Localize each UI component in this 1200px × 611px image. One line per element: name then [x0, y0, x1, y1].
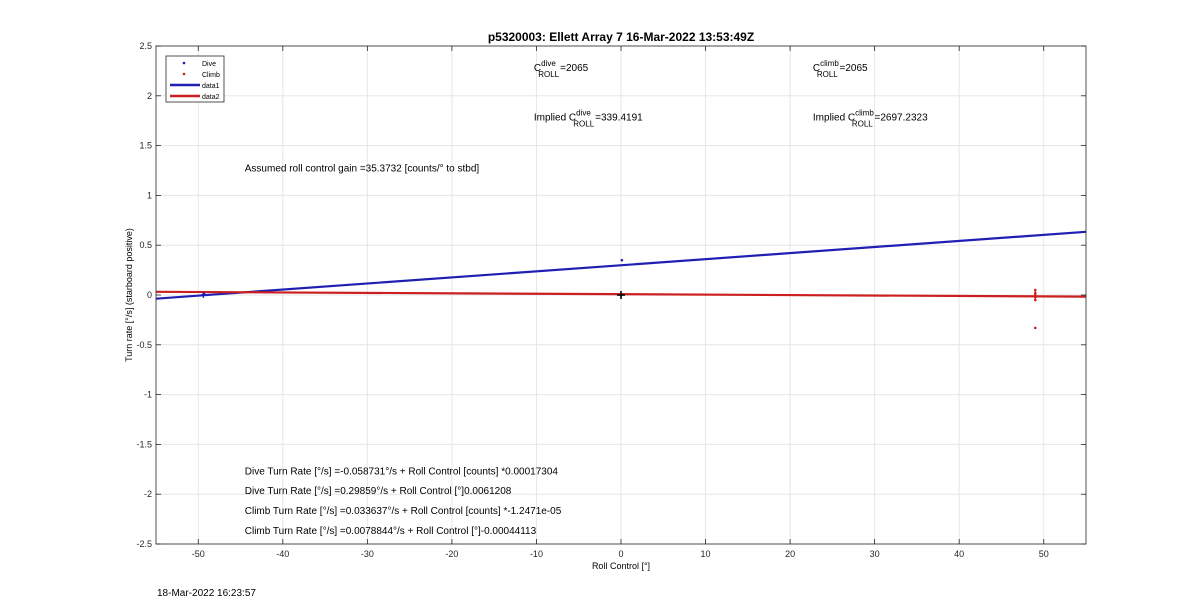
- y-tick-label: -1.5: [136, 439, 152, 449]
- x-tick-label: -30: [361, 549, 374, 559]
- x-tick-label: -10: [530, 549, 543, 559]
- x-tick-label: 20: [785, 549, 795, 559]
- annotation-value: =339.4191: [595, 113, 643, 124]
- series-line-data1: [155, 230, 1087, 300]
- annotation-text: Dive Turn Rate [°/s] =-0.058731°/s + Rol…: [245, 466, 559, 477]
- annotation-subscript: ROLL: [852, 120, 873, 129]
- annotation-text: Implied Cclimb ROLL=2697.2323: [813, 109, 928, 129]
- y-tick-label: -1: [144, 390, 152, 400]
- legend-label: data1: [202, 83, 220, 90]
- legend: Dive Climb data1 data2: [165, 55, 225, 103]
- x-tick-label: 10: [701, 549, 711, 559]
- y-tick-label: 1: [147, 190, 152, 200]
- x-axis-label: Roll Control [°]: [592, 561, 650, 571]
- y-tick-label: 0: [147, 290, 152, 300]
- annotation-text: Implied Cdive ROLL=339.4191: [534, 109, 643, 129]
- y-tick-label: 1.5: [139, 141, 152, 151]
- chart-title: p5320003: Ellett Array 7 16-Mar-2022 13:…: [488, 30, 754, 44]
- timestamp-footer: 18-Mar-2022 16:23:57: [157, 588, 256, 599]
- annotation-prefix: Implied C: [534, 113, 576, 124]
- legend-label: Dive: [202, 61, 216, 68]
- annotation-subscript: ROLL: [573, 120, 594, 129]
- annotation-value: =2065: [560, 63, 589, 74]
- y-tick-label: 2.5: [139, 41, 152, 51]
- data-point-climb: [1033, 326, 1037, 330]
- annotation-text: Assumed roll control gain =35.3732 [coun…: [245, 163, 480, 174]
- x-tick-label: 40: [954, 549, 964, 559]
- data-point-dive: [620, 258, 624, 262]
- series-layer: [155, 230, 1087, 330]
- legend-marker-climb: [182, 72, 186, 76]
- annotation-superscript: dive: [576, 109, 591, 118]
- y-tick-label: 2: [147, 91, 152, 101]
- annotation-prefix: C: [534, 63, 541, 74]
- x-tick-label: -50: [192, 549, 205, 559]
- annotation-text: Dive Turn Rate [°/s] =0.29859°/s + Roll …: [245, 486, 512, 497]
- legend-label: data2: [202, 94, 220, 101]
- legend-label: Climb: [202, 72, 220, 79]
- y-tick-label: -0.5: [136, 340, 152, 350]
- legend-box: [165, 55, 225, 103]
- annotation-subscript: ROLL: [538, 70, 559, 79]
- legend-marker-dive: [182, 61, 186, 65]
- y-tick-label: -2: [144, 489, 152, 499]
- annotation-superscript: climb: [855, 109, 874, 118]
- y-tick-label: 0.5: [139, 240, 152, 250]
- annotation-superscript: climb: [820, 59, 839, 68]
- x-tick-label: -40: [276, 549, 289, 559]
- x-tick-label: 50: [1039, 549, 1049, 559]
- annotation-text: Climb Turn Rate [°/s] =0.033637°/s + Rol…: [245, 506, 562, 517]
- annotation-text: Cclimb ROLL=2065: [813, 59, 868, 79]
- y-tick-label: -2.5: [136, 539, 152, 549]
- annotation-subscript: ROLL: [817, 70, 838, 79]
- annotation-text: Cdive ROLL=2065: [534, 59, 589, 79]
- axis-ticks: -50 -40 -30 -20 -10 0 10 20 30 40 50-2.5-2-1.5-1-0…: [136, 41, 1086, 559]
- x-tick-label: -20: [445, 549, 458, 559]
- x-tick-label: 0: [618, 549, 623, 559]
- annotation-value: =2697.2323: [875, 113, 929, 124]
- y-axis-label: Turn rate [°/s] (starboard positive): [124, 228, 134, 362]
- annotation-value: =2065: [840, 63, 869, 74]
- annotation-prefix: C: [813, 63, 820, 74]
- x-tick-label: 30: [870, 549, 880, 559]
- annotation-text: Climb Turn Rate [°/s] =0.0078844°/s + Ro…: [245, 526, 537, 537]
- annotation-superscript: dive: [541, 59, 556, 68]
- annotation-prefix: Implied C: [813, 113, 855, 124]
